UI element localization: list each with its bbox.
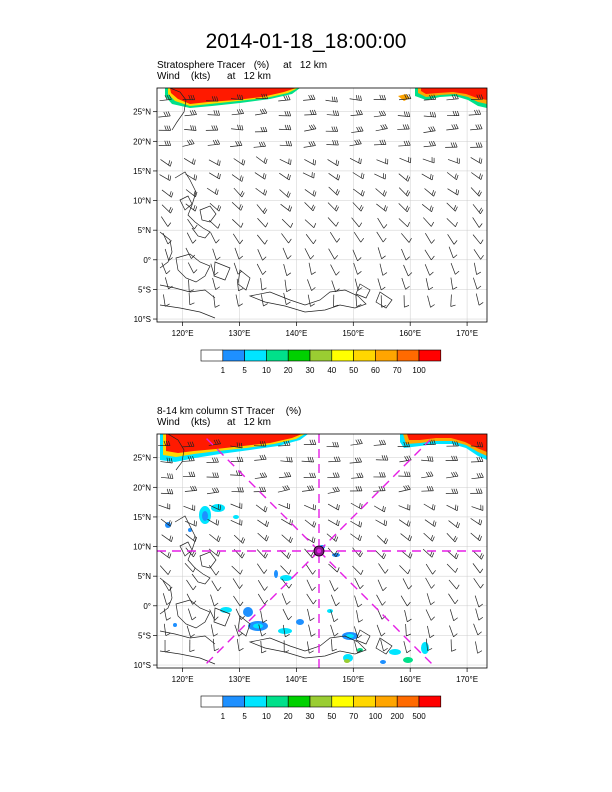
panel2-tracer-region-east	[400, 434, 487, 460]
colorbar-swatch	[331, 695, 354, 708]
lon-tick-label: 120°E	[172, 329, 194, 338]
panel2-tracer-region-west	[160, 434, 308, 462]
colorbar-label: 30	[306, 712, 315, 721]
colorbar-swatch	[287, 695, 311, 708]
colorbar-label: 50	[349, 366, 358, 375]
panel1-tracer-region-west	[165, 88, 300, 108]
lat-tick-label: 0°	[143, 256, 151, 265]
colorbar-label: 5	[242, 366, 247, 375]
panel2-axis-ticks: 120°E 130°E 140°E 150°E 160°E 170°E 25°N 20°N 15…	[133, 454, 478, 684]
panel2-coastlines	[159, 434, 393, 665]
colorbar-label: 200	[391, 712, 405, 721]
lat-tick-label: 5°S	[138, 631, 151, 640]
colorbar-swatch	[266, 349, 289, 362]
colorbar-label: 100	[412, 366, 426, 375]
lat-tick-label: 0°	[143, 602, 151, 611]
colorbar-swatch	[244, 695, 267, 708]
panel2-colorbar: 1 5 10 20 30 50 70 100 200 500	[200, 695, 442, 721]
colorbar-label: 70	[393, 366, 402, 375]
colorbar-swatch	[222, 349, 245, 362]
lat-tick-label: 25°N	[133, 454, 151, 463]
colorbar-swatch	[309, 349, 333, 362]
colorbar-label: 20	[284, 366, 293, 375]
colorbar-swatch	[200, 349, 224, 362]
colorbar-label: 100	[369, 712, 383, 721]
colorbar-swatch	[309, 695, 333, 708]
colorbar-label: 30	[306, 366, 315, 375]
lon-tick-label: 130°E	[229, 675, 251, 684]
lat-tick-label: 25°N	[133, 108, 151, 117]
colorbar-label: 10	[262, 712, 271, 721]
lon-tick-label: 140°E	[285, 329, 307, 338]
colorbar-label: 500	[412, 712, 426, 721]
lat-tick-label: 20°N	[133, 137, 151, 146]
lat-tick-label: 10°N	[133, 543, 151, 552]
panel1-wind-barbs	[158, 93, 484, 308]
lat-tick-label: 5°N	[138, 226, 152, 235]
colorbar-label: 10	[262, 366, 271, 375]
panel1-coastlines	[159, 88, 393, 319]
panel2-map	[156, 433, 488, 669]
colorbar-swatch	[200, 695, 224, 708]
lon-tick-label: 170°E	[456, 675, 478, 684]
lat-tick-label: 10°S	[134, 315, 151, 324]
main-title: 2014-01-18_18:00:00	[205, 30, 407, 53]
colorbar-swatch	[353, 349, 376, 362]
panel1-axis-ticks: 120°E 130°E 140°E 150°E 160°E 170°E 25°N 20°N 15…	[133, 108, 478, 338]
lat-tick-label: 20°N	[133, 483, 151, 492]
colorbar-swatch	[353, 695, 376, 708]
colorbar-swatch	[375, 695, 398, 708]
lon-tick-label: 140°E	[285, 675, 307, 684]
colorbar-swatch	[396, 349, 420, 362]
lon-tick-label: 120°E	[172, 675, 194, 684]
lat-tick-label: 15°N	[133, 513, 151, 522]
lat-tick-label: 5°S	[138, 285, 151, 294]
storm-center-marker	[313, 545, 325, 557]
panel2-title: 8-14 km column ST Tracer (%)	[157, 406, 302, 417]
colorbar-swatch	[418, 695, 442, 708]
panel1-gridlines	[157, 88, 487, 322]
panel1-map	[156, 87, 488, 323]
colorbar-swatch	[287, 349, 311, 362]
colorbar-label: 1	[221, 712, 226, 721]
colorbar-swatch	[331, 349, 354, 362]
colorbar-swatch	[244, 349, 267, 362]
panel1-title: Stratosphere Tracer (%) at 12 km	[157, 60, 328, 71]
colorbar-label: 5	[242, 712, 247, 721]
colorbar-label: 50	[327, 712, 336, 721]
lat-tick-label: 5°N	[138, 572, 152, 581]
colorbar-swatch	[418, 349, 442, 362]
colorbar-label: 1	[221, 366, 226, 375]
colorbar-swatch	[375, 349, 398, 362]
colorbar-label: 60	[371, 366, 380, 375]
colorbar-swatch	[222, 695, 245, 708]
lat-tick-label: 10°N	[133, 197, 151, 206]
colorbar-label: 70	[349, 712, 358, 721]
lat-tick-label: 15°N	[133, 167, 151, 176]
lon-tick-label: 150°E	[342, 329, 364, 338]
lon-tick-label: 130°E	[229, 329, 251, 338]
panel1-subtitle: Wind (kts) at 12 km	[157, 71, 271, 82]
panel2-gridlines	[157, 434, 487, 668]
colorbar-swatch	[266, 695, 289, 708]
colorbar-label: 20	[284, 712, 293, 721]
lon-tick-label: 150°E	[342, 675, 364, 684]
panel1-colorbar: 1 5 10 20 30 40 50 60 70 100	[200, 349, 442, 375]
colorbar-swatch	[396, 695, 420, 708]
lat-tick-label: 10°S	[134, 661, 151, 670]
lon-tick-label: 170°E	[456, 329, 478, 338]
panel2-wind-barbs	[158, 438, 484, 654]
lon-tick-label: 160°E	[399, 675, 421, 684]
panel2-subtitle: Wind (kts) at 12 km	[157, 417, 271, 428]
lon-tick-label: 160°E	[399, 329, 421, 338]
colorbar-label: 40	[327, 366, 336, 375]
